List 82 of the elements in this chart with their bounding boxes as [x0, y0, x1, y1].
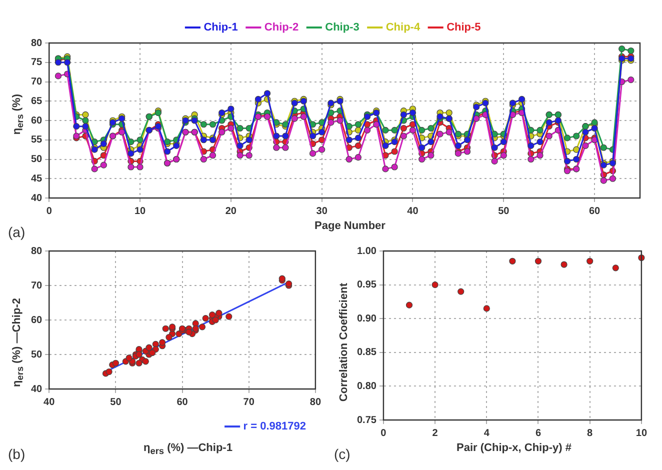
point	[142, 358, 149, 365]
x-tick-label: 4	[484, 428, 490, 439]
legend-label: Chip-3	[325, 22, 360, 34]
point	[112, 360, 119, 366]
y-tick-label: 50	[31, 154, 43, 165]
y-tick-label: 40	[31, 384, 43, 395]
point	[208, 312, 216, 318]
y-axis-title: Correlation Coefficient	[338, 282, 350, 402]
x-tick-label: 20	[225, 206, 237, 217]
y-tick-label: 45	[31, 173, 43, 184]
y-tick-label: 80	[31, 38, 43, 49]
point	[483, 305, 490, 312]
x-tick-label: 50	[498, 206, 510, 217]
x-axis-title: Page Number	[314, 220, 386, 232]
point	[458, 288, 464, 295]
y-tick-label: 0.95	[356, 280, 377, 291]
legend-label: Chip-2	[264, 22, 299, 34]
x-tick-label: 6	[535, 428, 542, 439]
y-tick-label: 40	[31, 192, 43, 204]
y-tick-label: 80	[31, 246, 43, 257]
point	[509, 258, 516, 264]
legend-label: Chip-1	[204, 22, 238, 34]
point	[146, 344, 152, 351]
x-tick-label: 2	[432, 428, 438, 439]
point	[354, 142, 362, 149]
text: (b)	[8, 446, 26, 462]
x-tick-label: 30	[316, 206, 328, 217]
point	[186, 328, 192, 336]
y-tick-label: 75	[31, 57, 43, 68]
y-tick-label: 0.90	[356, 313, 377, 324]
point	[534, 258, 542, 264]
x-axis-title: Pair (Chip-x, Chip-y) #	[456, 442, 572, 454]
point	[216, 310, 222, 316]
point	[318, 136, 326, 144]
x-tick-label: 40	[407, 206, 419, 217]
point	[400, 124, 407, 132]
x-tick-label: 60	[588, 206, 601, 217]
legend-label: Chip-5	[446, 22, 481, 34]
y-tick-label: 0.80	[356, 380, 377, 392]
x-tick-label: 10	[636, 428, 648, 439]
point	[192, 320, 199, 327]
x-tick-label: 10	[134, 206, 146, 217]
legend-label: Chip-4	[386, 22, 421, 34]
x-tick-label: 40	[44, 396, 56, 408]
x-tick-label: 60	[176, 396, 188, 408]
point	[149, 349, 156, 356]
point	[126, 354, 132, 362]
x-tick-label: 8	[587, 428, 594, 439]
point	[166, 334, 172, 341]
point	[212, 316, 219, 324]
x-tick-label: 0	[380, 428, 387, 439]
x-tick-label: 80	[310, 396, 322, 408]
text: (c)	[334, 446, 350, 462]
x-axis-title: η$_{ers}$ (%) —Chip-1	[144, 442, 232, 456]
point	[198, 324, 206, 330]
y-tick-label: 70	[31, 280, 43, 292]
point	[162, 325, 169, 332]
point	[612, 264, 619, 272]
point	[136, 360, 142, 366]
point	[406, 302, 413, 308]
y-tick-label: 0.85	[356, 347, 377, 358]
y-tick-label: 65	[31, 96, 43, 107]
y-tick-label: 50	[31, 349, 43, 360]
y-tick-label: 0.75	[356, 414, 377, 426]
x-tick-label: 70	[243, 396, 255, 408]
y-tick-label: 1.00	[356, 246, 377, 257]
y-tick-label: 60	[31, 115, 43, 126]
x-tick-label: 0	[46, 206, 52, 217]
point	[432, 282, 438, 288]
point	[106, 368, 112, 376]
point	[159, 339, 166, 346]
y-tick-label: 70	[31, 76, 43, 88]
text: (a)	[8, 224, 26, 240]
x-tick-label: 50	[110, 396, 122, 408]
legend-label: r = 0.981792	[243, 420, 306, 433]
point	[586, 258, 594, 264]
y-tick-label: 55	[31, 134, 43, 146]
point	[560, 261, 568, 268]
y-tick-label: 60	[31, 314, 43, 326]
point	[202, 314, 209, 322]
point	[226, 313, 232, 320]
point	[391, 148, 398, 155]
